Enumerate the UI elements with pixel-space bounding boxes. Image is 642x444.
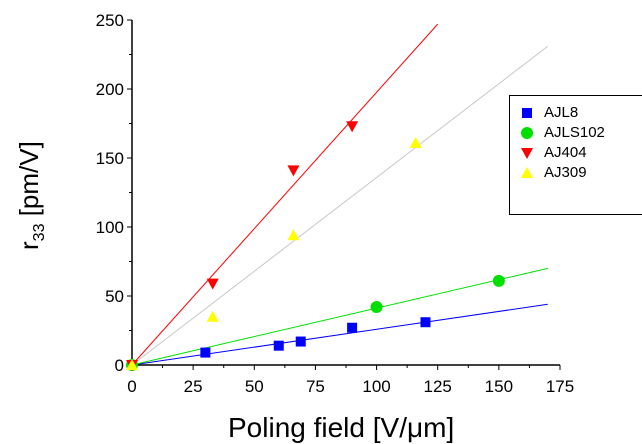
data-point-aj404 <box>206 278 219 290</box>
legend-marker <box>521 148 533 160</box>
legend-label: AJ309 <box>544 164 587 181</box>
x-tick-label: 25 <box>184 377 203 396</box>
data-point-ajl8 <box>273 340 284 351</box>
x-tick-label: 125 <box>424 377 452 396</box>
legend-marker-icon <box>521 148 533 160</box>
legend-marker <box>522 108 532 119</box>
legend-marker <box>521 167 533 179</box>
x-tick-label: 0 <box>127 377 136 396</box>
x-tick-label: 75 <box>306 377 325 396</box>
data-point-aj309 <box>206 310 219 322</box>
legend-label: AJL8 <box>544 104 579 121</box>
data-point-aj309 <box>409 136 422 148</box>
x-tick-label: 100 <box>362 377 390 396</box>
x-axis-label: Poling field [V/μm] <box>228 412 455 443</box>
data-point-ajl8 <box>295 336 306 347</box>
x-tick-label: 150 <box>485 377 513 396</box>
fit-line-aj404 <box>131 23 439 366</box>
x-tick-label: 50 <box>245 377 264 396</box>
legend-entry-ajls102: AJLS102 <box>510 124 605 141</box>
y-tick-label: 100 <box>96 218 124 237</box>
legend-label: AJ404 <box>544 144 587 161</box>
y-tick-label: 0 <box>115 356 124 375</box>
data-point-ajl8 <box>200 347 211 358</box>
y-tick-label: 250 <box>96 11 124 30</box>
y-axis-label: r33 [pm/V] <box>14 141 49 250</box>
y-tick-label: 150 <box>96 149 124 168</box>
data-point-ajls102 <box>492 274 505 287</box>
legend-entry-aj309: AJ309 <box>510 164 587 181</box>
legend-label: AJLS102 <box>544 124 605 141</box>
data-point-aj309 <box>126 359 138 370</box>
fit-line-ajl8 <box>131 303 548 366</box>
data-point-ajl8 <box>420 317 431 328</box>
y-tick-label: 50 <box>105 287 124 306</box>
legend-marker <box>521 127 533 140</box>
legend-entry-ajl8: AJL8 <box>510 104 578 121</box>
legend: AJL8 AJLS102 AJ404 AJ309 <box>509 95 642 215</box>
x-tick-label: 175 <box>546 377 574 396</box>
data-point-aj309 <box>287 229 300 241</box>
data-point-aj404 <box>287 165 300 177</box>
fit-line-aj309 <box>131 45 549 366</box>
legend-marker-icon <box>522 108 532 119</box>
data-point-ajl8 <box>347 322 358 333</box>
y-tick-label: 200 <box>96 80 124 99</box>
legend-entry-aj404: AJ404 <box>510 144 587 161</box>
data-point-aj404 <box>346 121 359 133</box>
data-point-ajls102 <box>370 301 383 314</box>
legend-marker-icon <box>521 127 533 140</box>
legend-marker-icon <box>521 167 533 179</box>
